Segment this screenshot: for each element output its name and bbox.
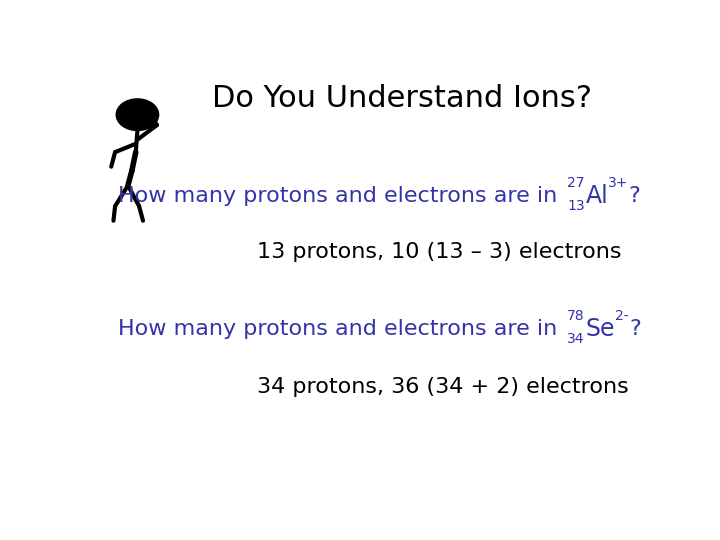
Text: 27: 27 — [567, 176, 585, 190]
Text: 34 protons, 36 (34 + 2) electrons: 34 protons, 36 (34 + 2) electrons — [258, 377, 629, 397]
Text: 2-: 2- — [616, 309, 629, 323]
Text: 78: 78 — [567, 309, 585, 323]
Text: ?: ? — [629, 186, 641, 206]
Text: 13 protons, 10 (13 – 3) electrons: 13 protons, 10 (13 – 3) electrons — [258, 242, 622, 262]
Text: 13: 13 — [567, 199, 585, 213]
Circle shape — [116, 99, 158, 131]
Text: 3+: 3+ — [608, 176, 629, 190]
Text: 27: 27 — [567, 176, 585, 190]
Text: How many protons and electrons are in: How many protons and electrons are in — [118, 186, 564, 206]
Text: 3+: 3+ — [608, 176, 629, 190]
Text: 78: 78 — [567, 309, 585, 323]
Text: 2-: 2- — [616, 309, 629, 323]
Text: Al: Al — [585, 184, 608, 208]
Text: 34: 34 — [567, 332, 585, 346]
Text: Do You Understand Ions?: Do You Understand Ions? — [212, 84, 593, 112]
Text: How many protons and electrons are in: How many protons and electrons are in — [118, 319, 564, 339]
Text: Se: Se — [586, 317, 616, 341]
Text: ?: ? — [629, 319, 641, 339]
